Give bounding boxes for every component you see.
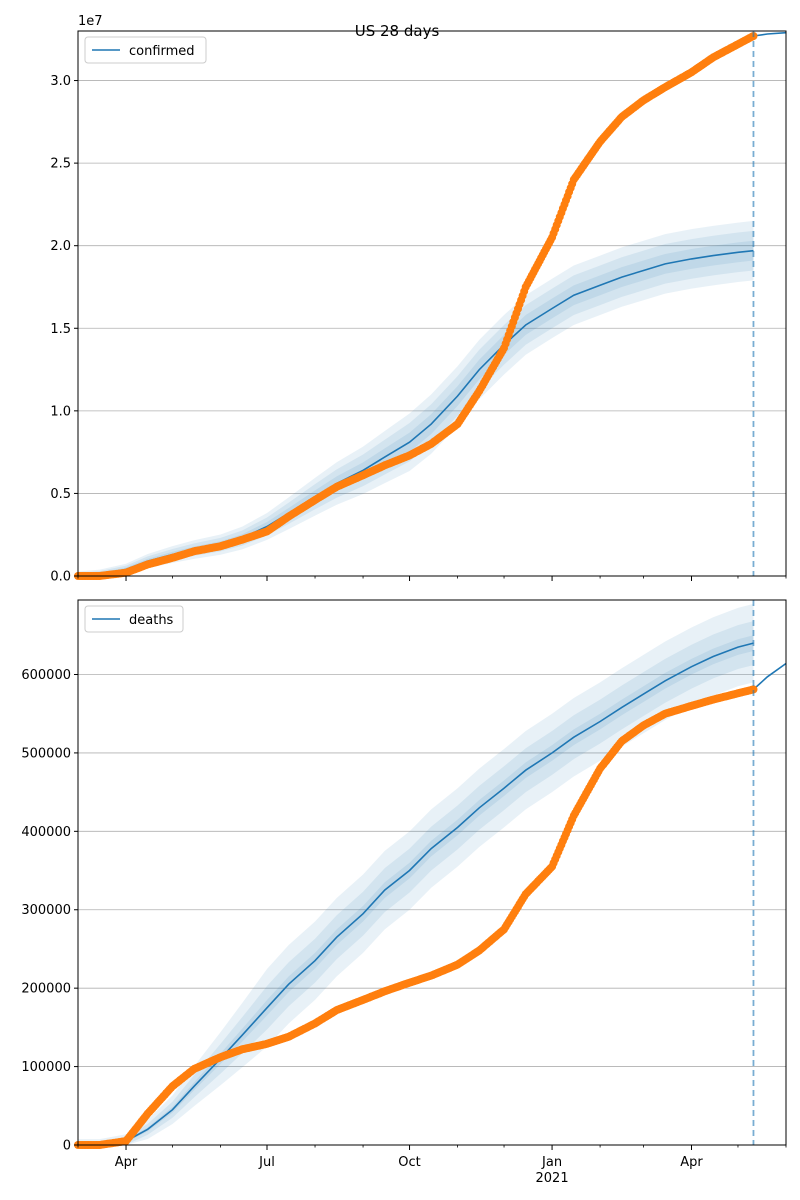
confirmed-y-tick-label: 0.0 bbox=[50, 570, 71, 585]
confirmed-legend-label: confirmed bbox=[129, 44, 195, 59]
deaths-axes-frame bbox=[77, 599, 787, 1146]
confirmed-y-axis: 0.0 0.5 1.0 1.5 2.0 2.5 3.0 bbox=[50, 74, 78, 585]
confirmed-x-axis bbox=[77, 576, 787, 581]
deaths-band bbox=[78, 621, 754, 1145]
deaths-y-tick-label: 200000 bbox=[21, 982, 71, 997]
deaths-panel: 0 100000 200000 300000 400000 500000 600000 Ap… bbox=[21, 599, 787, 1186]
deaths-y-axis: 0 100000 200000 300000 400000 500000 600000 bbox=[21, 668, 78, 1154]
confirmed-continuation-line bbox=[753, 31, 787, 37]
deaths-model-line bbox=[78, 642, 754, 1146]
confirmed-y-tick-label: 0.5 bbox=[50, 487, 71, 502]
deaths-y-tick-label: 600000 bbox=[21, 668, 71, 683]
confirmed-band bbox=[78, 230, 754, 577]
deaths-y-tick-label: 300000 bbox=[21, 903, 71, 918]
deaths-observed-points bbox=[74, 685, 758, 1149]
deaths-y-tick-label: 400000 bbox=[21, 825, 71, 840]
deaths-legend-label: deaths bbox=[129, 613, 174, 628]
deaths-observed-point bbox=[749, 685, 758, 694]
confirmed-y-offset-label: 1e7 bbox=[78, 14, 103, 29]
deaths-continuation-line bbox=[752, 662, 787, 690]
deaths-y-tick-label: 500000 bbox=[21, 746, 71, 761]
deaths-x-tick-label: Apr bbox=[680, 1155, 703, 1170]
confirmed-axes-frame bbox=[77, 30, 787, 577]
deaths-x-tick-label: 2021 bbox=[536, 1171, 569, 1186]
deaths-uncertainty-bands bbox=[78, 603, 754, 1145]
deaths-band bbox=[78, 603, 754, 1145]
confirmed-legend: confirmed bbox=[84, 36, 207, 64]
confirmed-y-tick-label: 2.0 bbox=[50, 239, 71, 254]
deaths-lines bbox=[78, 642, 787, 1146]
deaths-x-tick-label: Oct bbox=[398, 1155, 420, 1170]
deaths-legend-box bbox=[84, 605, 184, 633]
confirmed-band bbox=[78, 220, 754, 576]
confirmed-y-tick-label: 1.0 bbox=[50, 404, 71, 419]
deaths-legend: deaths bbox=[84, 605, 184, 633]
deaths-y-tick-label: 100000 bbox=[21, 1060, 71, 1075]
confirmed-y-tick-label: 1.5 bbox=[50, 322, 71, 337]
deaths-x-tick-label: Apr bbox=[115, 1155, 138, 1170]
confirmed-y-tick-label: 2.5 bbox=[50, 157, 71, 172]
confirmed-uncertainty-bands bbox=[78, 220, 754, 577]
confirmed-legend-box bbox=[84, 36, 207, 64]
deaths-y-tick-label: 0 bbox=[63, 1139, 71, 1154]
confirmed-panel: 0.0 0.5 1.0 1.5 2.0 2.5 3.0 1e7 confirmed bbox=[50, 14, 787, 585]
deaths-x-tick-label: Jul bbox=[258, 1155, 275, 1170]
confirmed-y-tick-label: 3.0 bbox=[50, 74, 71, 89]
deaths-x-tick-label: Jan bbox=[541, 1155, 562, 1170]
